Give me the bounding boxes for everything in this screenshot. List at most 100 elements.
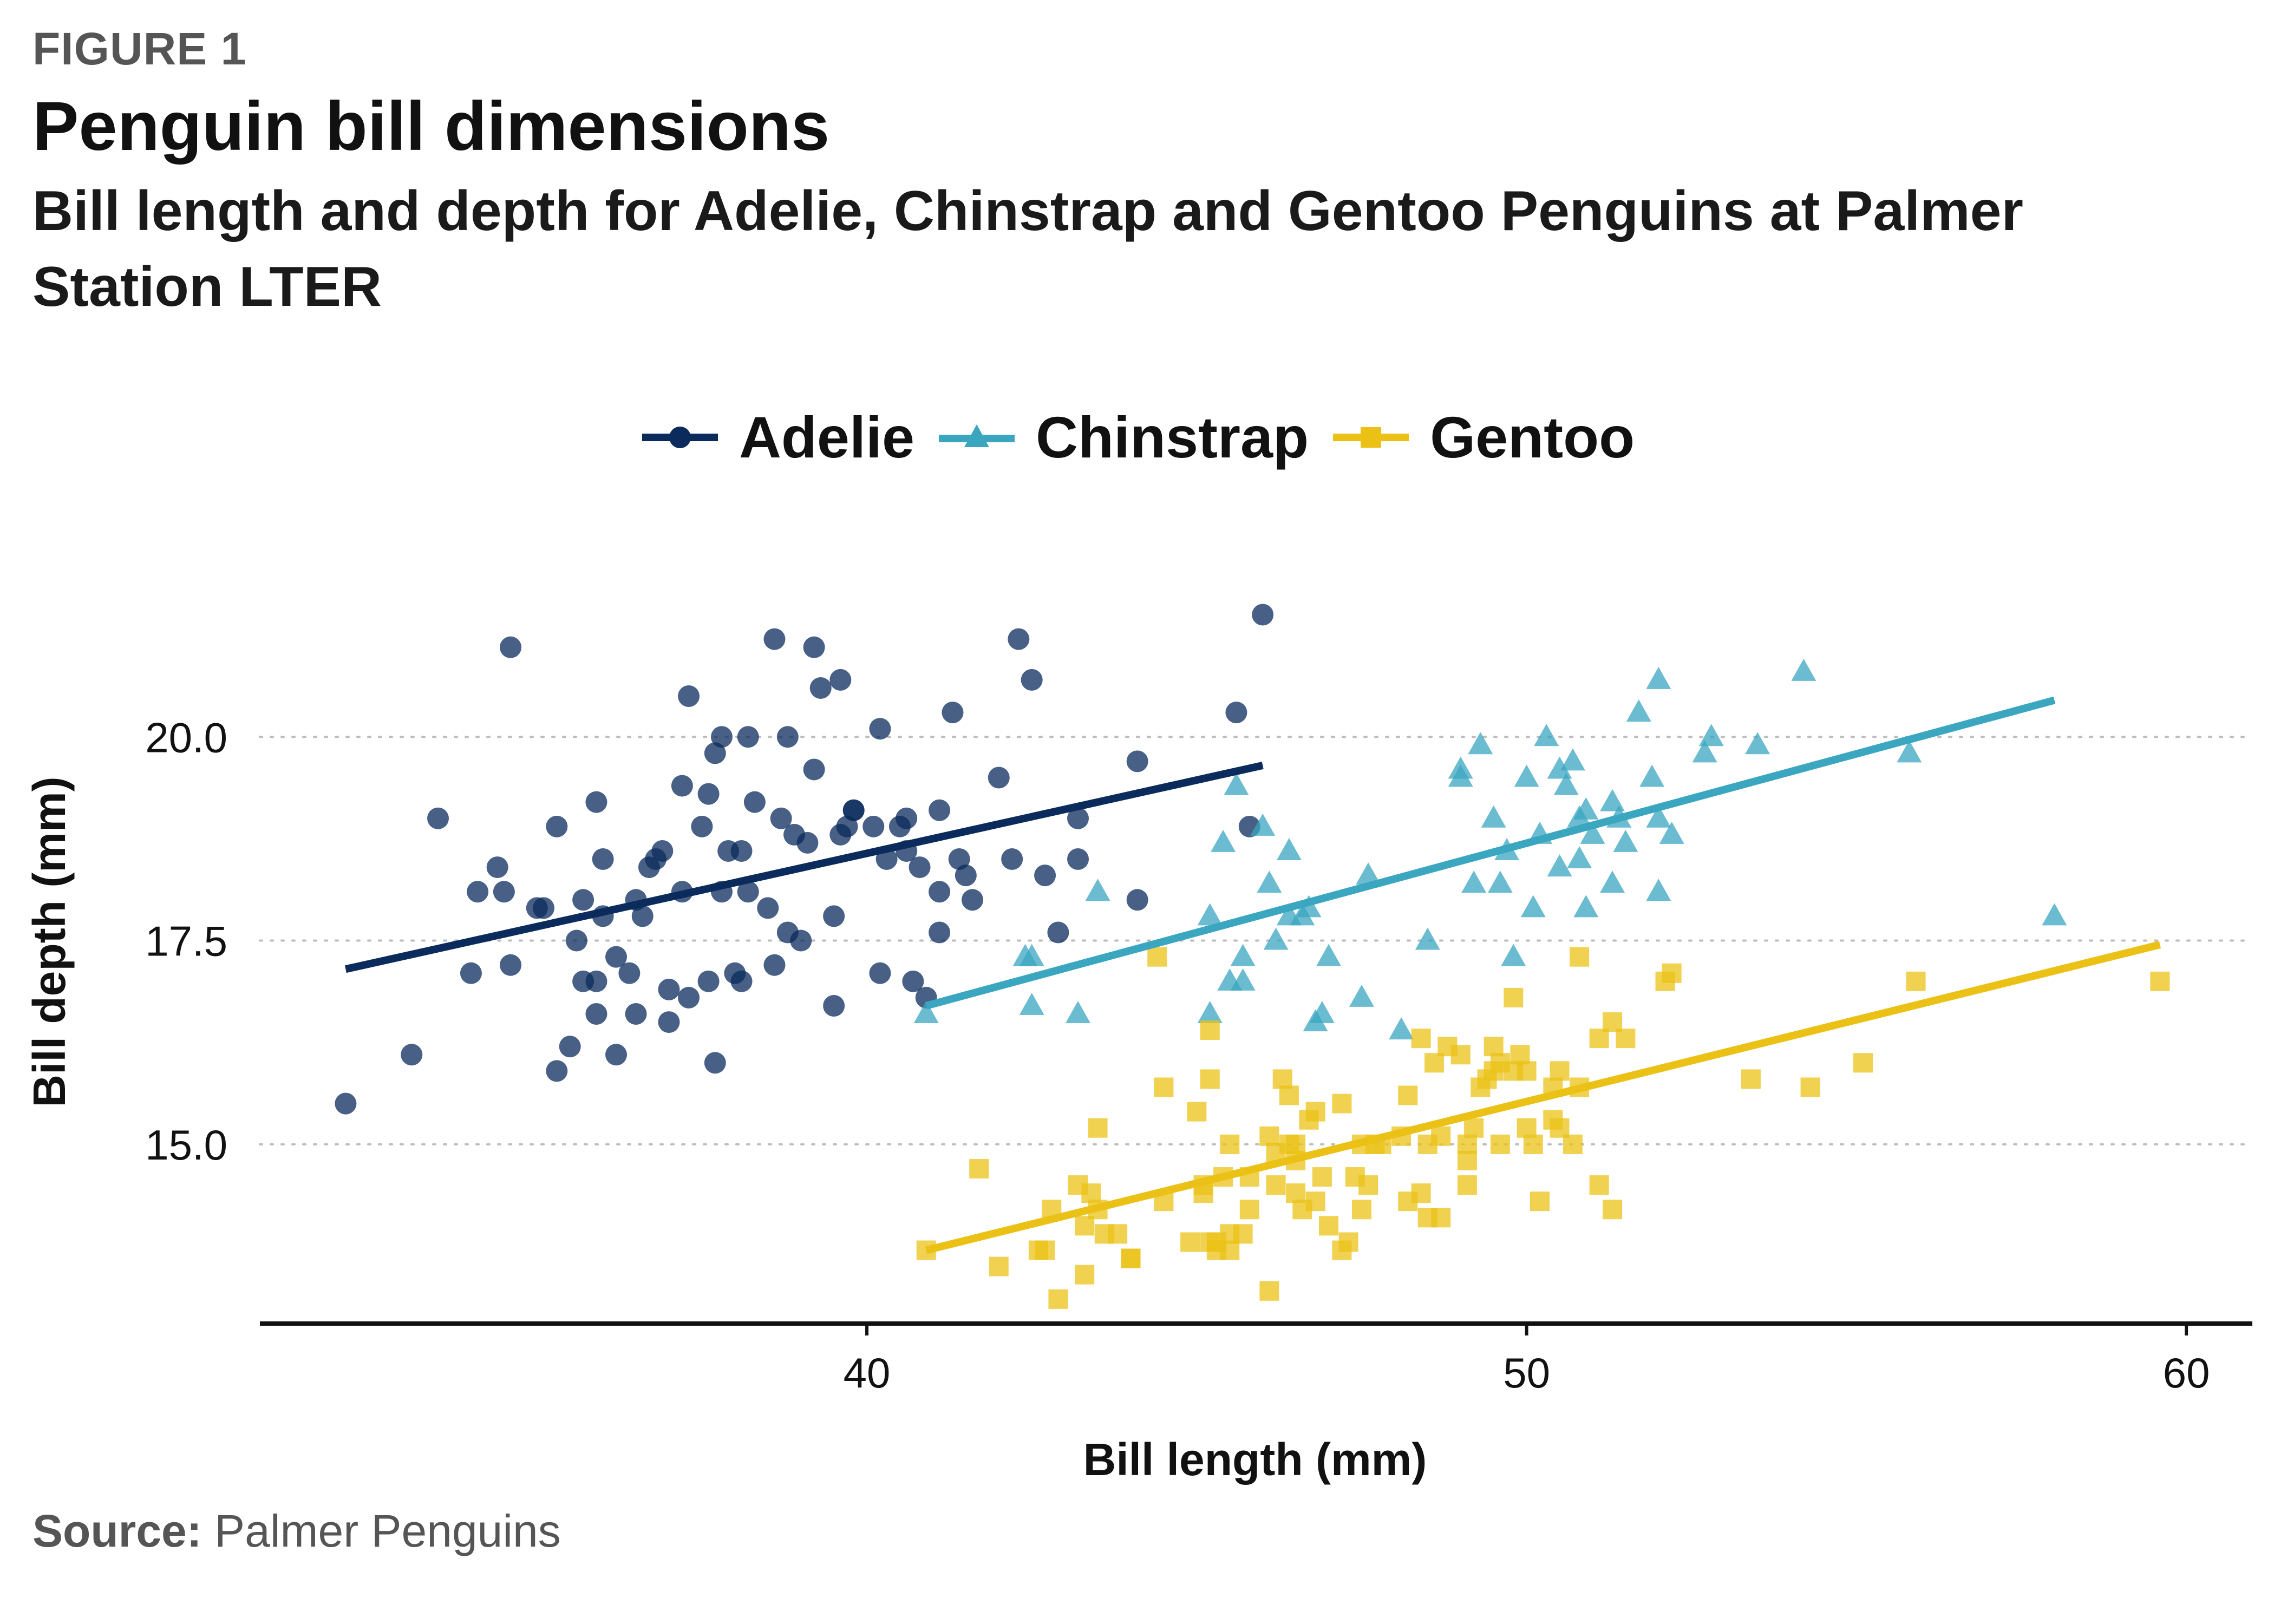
point-gentoo[interactable] xyxy=(1510,1045,1530,1065)
point-adelie[interactable] xyxy=(730,970,753,992)
point-chinstrap[interactable] xyxy=(1276,837,1302,860)
point-adelie[interactable] xyxy=(962,889,984,911)
point-gentoo[interactable] xyxy=(1550,1118,1570,1138)
point-adelie[interactable] xyxy=(776,726,799,748)
point-adelie[interactable] xyxy=(823,994,845,1017)
point-gentoo[interactable] xyxy=(1504,987,1524,1007)
point-chinstrap[interactable] xyxy=(1065,1001,1090,1024)
point-gentoo[interactable] xyxy=(1200,1069,1220,1089)
point-adelie[interactable] xyxy=(948,848,970,870)
point-adelie[interactable] xyxy=(697,970,720,992)
point-chinstrap[interactable] xyxy=(1573,895,1599,918)
point-adelie[interactable] xyxy=(909,856,931,879)
point-gentoo[interactable] xyxy=(1351,1200,1371,1220)
point-adelie[interactable] xyxy=(842,799,865,821)
point-gentoo[interactable] xyxy=(1411,1029,1431,1049)
point-gentoo[interactable] xyxy=(1286,1183,1306,1203)
point-gentoo[interactable] xyxy=(1662,963,1682,983)
point-chinstrap[interactable] xyxy=(1487,870,1513,893)
point-adelie[interactable] xyxy=(401,1044,423,1066)
point-chinstrap[interactable] xyxy=(1580,821,1605,844)
point-adelie[interactable] xyxy=(678,986,700,1009)
point-gentoo[interactable] xyxy=(1563,1134,1583,1154)
point-adelie[interactable] xyxy=(1021,669,1043,691)
point-adelie[interactable] xyxy=(796,831,819,854)
point-gentoo[interactable] xyxy=(989,1256,1009,1276)
point-chinstrap[interactable] xyxy=(1692,740,1717,763)
point-chinstrap[interactable] xyxy=(1573,797,1599,820)
point-chinstrap[interactable] xyxy=(1197,903,1223,926)
point-chinstrap[interactable] xyxy=(1600,789,1625,811)
point-gentoo[interactable] xyxy=(1906,971,1926,991)
point-chinstrap[interactable] xyxy=(1646,666,1671,689)
point-gentoo[interactable] xyxy=(1312,1167,1332,1187)
point-adelie[interactable] xyxy=(790,929,812,952)
point-chinstrap[interactable] xyxy=(1553,772,1579,795)
point-chinstrap[interactable] xyxy=(1514,764,1539,787)
point-chinstrap[interactable] xyxy=(1356,862,1381,885)
point-adelie[interactable] xyxy=(618,962,641,984)
point-adelie[interactable] xyxy=(467,881,489,903)
point-gentoo[interactable] xyxy=(1431,1126,1451,1146)
point-gentoo[interactable] xyxy=(1088,1118,1108,1138)
point-gentoo[interactable] xyxy=(1411,1183,1431,1203)
point-chinstrap[interactable] xyxy=(1263,927,1289,950)
point-gentoo[interactable] xyxy=(1081,1183,1101,1203)
point-chinstrap[interactable] xyxy=(1646,805,1671,828)
point-adelie[interactable] xyxy=(565,929,587,952)
point-adelie[interactable] xyxy=(737,726,759,748)
point-chinstrap[interactable] xyxy=(1547,854,1572,877)
point-chinstrap[interactable] xyxy=(1019,944,1044,966)
point-gentoo[interactable] xyxy=(1457,1175,1477,1195)
point-gentoo[interactable] xyxy=(1272,1069,1292,1089)
point-gentoo[interactable] xyxy=(1398,1085,1418,1105)
point-gentoo[interactable] xyxy=(1121,1248,1141,1268)
point-gentoo[interactable] xyxy=(1457,1150,1477,1170)
point-chinstrap[interactable] xyxy=(1250,813,1276,836)
point-adelie[interactable] xyxy=(427,807,449,829)
point-adelie[interactable] xyxy=(486,856,508,879)
point-chinstrap[interactable] xyxy=(1224,772,1249,795)
point-gentoo[interactable] xyxy=(1358,1175,1378,1195)
point-adelie[interactable] xyxy=(605,1044,628,1066)
point-gentoo[interactable] xyxy=(1279,1085,1299,1105)
point-gentoo[interactable] xyxy=(1616,1029,1636,1049)
point-adelie[interactable] xyxy=(770,807,792,829)
point-adelie[interactable] xyxy=(942,702,964,724)
point-chinstrap[interactable] xyxy=(1791,658,1816,681)
point-adelie[interactable] xyxy=(763,954,786,976)
point-gentoo[interactable] xyxy=(1259,1126,1279,1146)
point-gentoo[interactable] xyxy=(1220,1134,1240,1154)
point-chinstrap[interactable] xyxy=(1349,984,1374,1007)
point-adelie[interactable] xyxy=(631,905,654,927)
point-gentoo[interactable] xyxy=(2150,971,2170,991)
point-adelie[interactable] xyxy=(809,677,832,699)
point-chinstrap[interactable] xyxy=(1389,1017,1414,1040)
legend-item-gentoo[interactable]: Gentoo xyxy=(1330,403,1635,471)
point-adelie[interactable] xyxy=(460,962,482,984)
legend-item-adelie[interactable]: Adelie xyxy=(639,403,914,471)
point-gentoo[interactable] xyxy=(1589,1029,1609,1049)
point-gentoo[interactable] xyxy=(1523,1134,1543,1154)
point-adelie[interactable] xyxy=(743,791,766,813)
point-gentoo[interactable] xyxy=(1200,1020,1220,1040)
point-gentoo[interactable] xyxy=(1286,1134,1306,1154)
point-gentoo[interactable] xyxy=(1741,1069,1761,1089)
point-adelie[interactable] xyxy=(710,726,733,748)
point-chinstrap[interactable] xyxy=(1296,895,1322,918)
point-adelie[interactable] xyxy=(929,921,951,944)
point-adelie[interactable] xyxy=(1034,865,1056,887)
point-adelie[interactable] xyxy=(929,799,951,821)
point-adelie[interactable] xyxy=(500,954,522,976)
point-chinstrap[interactable] xyxy=(1520,895,1546,918)
point-adelie[interactable] xyxy=(896,807,918,829)
point-adelie[interactable] xyxy=(697,783,720,805)
point-adelie[interactable] xyxy=(651,840,674,862)
point-adelie[interactable] xyxy=(1008,628,1030,650)
point-gentoo[interactable] xyxy=(1450,1045,1471,1065)
point-chinstrap[interactable] xyxy=(1309,1001,1335,1024)
point-adelie[interactable] xyxy=(902,970,924,992)
point-adelie[interactable] xyxy=(929,881,951,903)
point-adelie[interactable] xyxy=(1252,604,1274,626)
point-gentoo[interactable] xyxy=(1319,1216,1339,1236)
